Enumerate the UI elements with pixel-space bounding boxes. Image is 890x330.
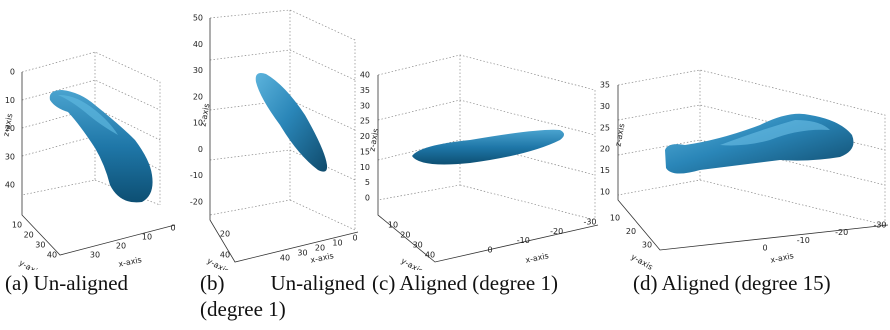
caption: (a) Un-aligned — [5, 270, 128, 296]
z-tick-label: 25 — [600, 123, 610, 132]
z-tick-label: 10 — [600, 188, 610, 197]
z-tick-label: 40 — [360, 71, 370, 80]
z-tick-label: -10 — [190, 171, 203, 180]
x-axis-label: x-axis — [309, 251, 334, 265]
y-tick-label: 40 — [425, 251, 435, 260]
z-tick-label: 50 — [193, 14, 203, 23]
y-tick-label: 20 — [400, 231, 410, 240]
x-tick-label: -30 — [873, 221, 886, 230]
x-tick-label: 20 — [116, 242, 126, 251]
z-tick-label: 35 — [360, 86, 370, 95]
plot-b — [210, 10, 358, 262]
x-tick-label: 0 — [762, 244, 767, 253]
x-axis-label: x-axis — [117, 255, 142, 269]
x-tick-label: 0 — [352, 234, 357, 243]
y-tick-label: 20 — [24, 231, 34, 240]
x-tick-label: -10 — [797, 236, 810, 245]
z-tick-label: 20 — [600, 145, 610, 154]
y-axis-label: y-axis — [400, 256, 425, 270]
y-tick-label: 20 — [220, 230, 230, 239]
z-tick-label: 20 — [360, 132, 370, 141]
z-tick-label: 20 — [193, 92, 203, 101]
y-tick-label: 10 — [610, 214, 620, 223]
x-tick-label: 30 — [90, 251, 100, 260]
x-tick-label: -30 — [583, 218, 596, 227]
z-tick-label: 35 — [600, 81, 610, 90]
z-tick-label: 0 — [365, 194, 370, 203]
plot-d — [618, 70, 888, 250]
y-tick-label: 40 — [47, 251, 57, 260]
z-axis-label: z-axis — [2, 113, 15, 137]
z-tick-label: 10 — [360, 163, 370, 172]
z-tick-label: 0 — [198, 145, 203, 154]
z-tick-label: 40 — [5, 181, 15, 190]
z-tick-label: -20 — [190, 198, 203, 207]
plot-a — [22, 52, 175, 255]
x-tick-label: 0 — [170, 224, 175, 233]
x-tick-label: 20 — [315, 244, 325, 253]
z-tick-label: 30 — [5, 152, 15, 161]
x-axis-label: x-axis — [769, 251, 794, 265]
x-tick-label: 40 — [280, 254, 290, 263]
x-tick-label: 30 — [297, 249, 307, 258]
z-tick-label: 5 — [365, 178, 370, 187]
z-axis-label: z-axis — [614, 123, 627, 147]
y-tick-label: 30 — [642, 241, 652, 250]
z-axis-label: z-axis — [199, 103, 212, 127]
x-tick-label: 10 — [332, 239, 342, 248]
figure: 010203040102030403020100z-axisy-axisx-ax… — [0, 0, 890, 330]
z-tick-label: 25 — [360, 117, 370, 126]
x-tick-label: -10 — [517, 236, 530, 245]
z-tick-label: 30 — [193, 66, 203, 75]
y-tick-label: 30 — [35, 241, 45, 250]
y-tick-label: 10 — [12, 221, 22, 230]
y-tick-label: 10 — [388, 221, 398, 230]
z-tick-label: 0 — [10, 68, 15, 77]
x-tick-label: 10 — [142, 233, 152, 242]
x-axis-label: x-axis — [524, 251, 549, 265]
plot-c — [378, 55, 598, 262]
z-tick-label: 10 — [5, 96, 15, 105]
z-tick-label: 30 — [600, 102, 610, 111]
z-tick-label: 30 — [360, 101, 370, 110]
x-tick-label: -20 — [550, 227, 563, 236]
z-tick-label: 40 — [193, 40, 203, 49]
y-axis-label: y-axis — [630, 252, 655, 270]
caption: (c) Aligned (degree 1) — [372, 270, 558, 296]
caption: (b) Un-aligned (degree 1) — [200, 270, 365, 322]
y-tick-label: 40 — [220, 251, 230, 260]
caption: (d) Aligned (degree 15) — [633, 270, 831, 296]
x-tick-label: -20 — [835, 228, 848, 237]
y-tick-label: 30 — [413, 241, 423, 250]
y-axis-label: y-axis — [18, 258, 43, 270]
y-tick-label: 20 — [626, 227, 636, 236]
x-tick-label: 0 — [487, 246, 492, 255]
z-tick-label: 15 — [600, 166, 610, 175]
